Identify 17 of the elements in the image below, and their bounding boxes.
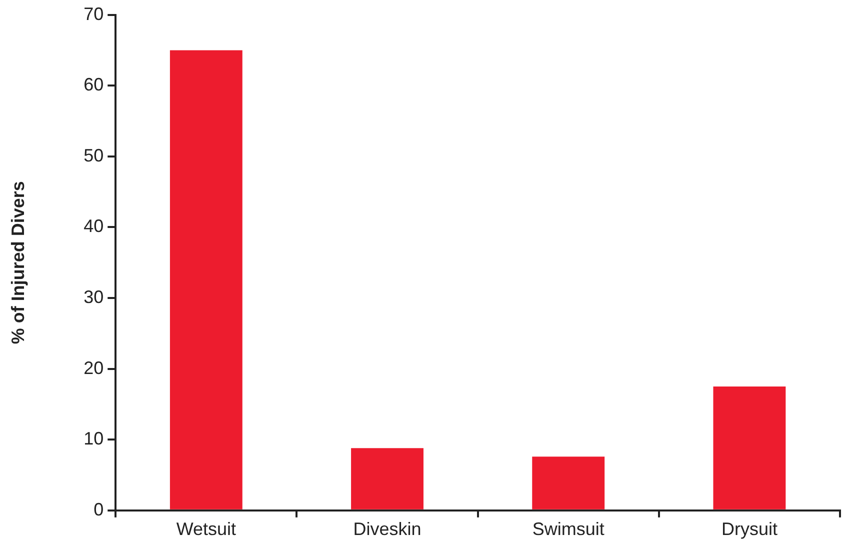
x-tick-label: Wetsuit: [176, 519, 236, 540]
y-tick-label: 50: [84, 145, 104, 166]
bar: [713, 386, 786, 510]
bar: [532, 456, 605, 510]
y-axis-title: % of Injured Divers: [8, 181, 28, 344]
x-tick-label: Drysuit: [721, 519, 778, 540]
y-tick-label: 30: [84, 286, 104, 307]
x-tick-label: Diveskin: [353, 519, 422, 540]
y-tick-label: 0: [94, 499, 104, 520]
bar: [170, 50, 242, 510]
y-tick-label: 10: [84, 428, 104, 449]
y-tick-label: 20: [84, 358, 104, 378]
x-tick-label: Swimsuit: [532, 519, 604, 540]
y-tick-label: 40: [84, 216, 104, 236]
bar: [351, 448, 424, 510]
y-tick-label: 60: [84, 74, 104, 95]
y-tick-label: 70: [84, 4, 104, 24]
